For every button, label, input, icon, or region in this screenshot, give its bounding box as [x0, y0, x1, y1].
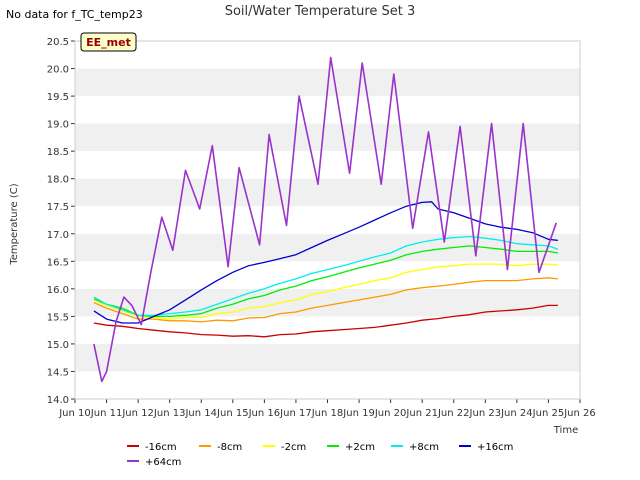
legend-label: +64cm — [145, 457, 181, 468]
legend-label: -16cm — [145, 442, 177, 453]
x-tick-label: Jun 11 — [90, 408, 123, 419]
legend-item: +64cm — [127, 457, 181, 468]
grid-bands — [75, 41, 580, 399]
series-line-16cm — [93, 304, 558, 338]
grid-band — [75, 261, 580, 289]
series-line-16cm — [93, 201, 558, 324]
grid-band — [75, 371, 580, 399]
x-tick-label: Jun 23 — [469, 408, 502, 419]
legend-label: +16cm — [477, 442, 513, 453]
annotation-label: EE_met — [86, 36, 131, 49]
y-tick-label: 17.5 — [47, 202, 69, 213]
grid-band — [75, 151, 580, 179]
x-tick-label: Jun 20 — [374, 408, 407, 419]
x-tick-label: Jun 19 — [342, 408, 375, 419]
grid-band — [75, 41, 580, 69]
x-tick-label: Jun 18 — [311, 408, 344, 419]
legend-label: +8cm — [409, 442, 439, 453]
no-data-note: No data for f_TC_temp23 — [6, 8, 143, 21]
grid-band — [75, 343, 580, 372]
legend-label: -2cm — [281, 442, 306, 453]
series-line-2cm — [93, 245, 559, 318]
y-tick-label: 19.0 — [47, 120, 69, 131]
x-tick-label: Jun 25 — [532, 408, 565, 419]
grid-band — [75, 96, 580, 124]
legend-item: -2cm — [263, 442, 306, 453]
x-tick-label: Jun 13 — [153, 408, 186, 419]
y-tick-label: 15.5 — [47, 312, 69, 323]
chart-title: Soil/Water Temperature Set 3 — [225, 4, 416, 19]
x-tick-label: Jun 26 — [563, 408, 596, 419]
y-axis-ticks: 14.0 14.5 15.0 15.5 16.0 16.5 17.0 17.5 18.0 18.5… — [47, 37, 75, 406]
station-annotation: EE_met — [80, 32, 137, 52]
series-line-2cm — [93, 263, 558, 320]
plot-frame — [74, 40, 581, 400]
y-tick-label: 17.0 — [47, 230, 69, 241]
legend-item: +16cm — [459, 442, 513, 453]
grid-band — [75, 123, 580, 152]
series-line-64cm — [93, 56, 558, 383]
grid-band — [75, 233, 580, 262]
x-tick-label: Jun 17 — [279, 408, 312, 419]
legend: -16cm -8cm -2cm +2cm +8cm +16cm +64cm — [127, 442, 513, 468]
y-tick-label: 19.5 — [47, 92, 69, 103]
x-axis-ticks: Jun 10 Jun 11 Jun 12 Jun 13 Jun 14 Jun 15 Jun … — [58, 399, 596, 419]
y-tick-label: 14.0 — [47, 395, 69, 406]
legend-label: +2cm — [345, 442, 375, 453]
y-tick-label: 15.0 — [47, 340, 69, 351]
series-line-8cm — [93, 235, 559, 316]
x-tick-label: Jun 15 — [216, 408, 249, 419]
annotation-box — [80, 32, 137, 52]
grid-band — [75, 206, 580, 234]
legend-item: -16cm — [127, 442, 177, 453]
x-tick-label: Jun 21 — [405, 408, 438, 419]
y-tick-label: 18.5 — [47, 147, 69, 158]
grid-band — [75, 288, 580, 317]
x-tick-label: Jun 14 — [184, 408, 217, 419]
legend-item: +2cm — [327, 442, 375, 453]
x-tick-label: Jun 22 — [437, 408, 470, 419]
x-tick-label: Jun 16 — [248, 408, 281, 419]
x-axis-label: Time — [553, 425, 578, 436]
series-lines — [93, 56, 559, 383]
grid-band — [75, 178, 580, 207]
y-tick-label: 16.5 — [47, 257, 69, 268]
y-tick-label: 18.0 — [47, 175, 69, 186]
x-tick-label: Jun 10 — [58, 408, 91, 419]
x-tick-label: Jun 24 — [500, 408, 533, 419]
series-line-8cm — [93, 277, 558, 323]
y-tick-label: 16.0 — [47, 285, 69, 296]
y-tick-label: 20.5 — [47, 37, 69, 48]
x-tick-label: Jun 12 — [121, 408, 154, 419]
y-tick-label: 14.5 — [47, 367, 69, 378]
legend-item: -8cm — [199, 442, 242, 453]
legend-label: -8cm — [217, 442, 242, 453]
y-axis-label: Temperature (C) — [9, 183, 20, 265]
y-tick-label: 20.0 — [47, 65, 69, 76]
legend-item: +8cm — [391, 442, 439, 453]
